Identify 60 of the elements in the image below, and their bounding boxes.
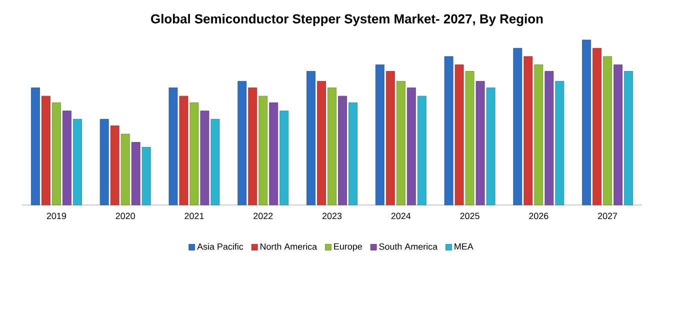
- bar: [454, 64, 464, 206]
- bar: [248, 88, 258, 206]
- bar: [534, 64, 544, 206]
- bar: [417, 96, 426, 206]
- bar: [52, 102, 61, 206]
- bar: [465, 71, 474, 206]
- bar: [396, 81, 406, 206]
- x-tick-label: 2024: [391, 212, 411, 220]
- chart-title: Global Semiconductor Stepper System Market- 2027, By Region: [151, 14, 543, 26]
- x-tick-label: 2026: [529, 212, 548, 220]
- bar: [41, 96, 50, 206]
- bar: [544, 71, 554, 206]
- bar: [524, 56, 533, 206]
- legend-label: South America: [379, 243, 438, 250]
- x-tick-label: 2021: [184, 212, 204, 220]
- bar: [200, 110, 210, 206]
- legend-label: Asia Pacific: [197, 243, 244, 250]
- bar: [406, 88, 416, 206]
- bar: [592, 48, 602, 206]
- bar: [603, 56, 612, 206]
- bar: [444, 56, 454, 206]
- bar: [210, 118, 220, 206]
- bar: [120, 134, 130, 206]
- bar: [386, 71, 395, 206]
- bar: [190, 102, 199, 206]
- bar: [513, 48, 522, 206]
- bar: [306, 71, 316, 206]
- legend-label: North America: [260, 243, 318, 250]
- bar: [555, 81, 564, 206]
- x-tick-label: 2027: [598, 212, 618, 220]
- bar: [100, 118, 109, 206]
- bar: [269, 102, 278, 206]
- bar: [131, 142, 140, 206]
- x-tick-label: 2020: [116, 212, 135, 220]
- bar: [338, 96, 347, 206]
- bar: [375, 64, 384, 206]
- x-tick-label: 2023: [322, 212, 342, 220]
- bar: [582, 40, 592, 206]
- legend-label: Europe: [334, 243, 362, 252]
- bar: [624, 71, 634, 206]
- bar: [317, 81, 326, 206]
- bar: [258, 96, 268, 206]
- x-tick-label: 2019: [46, 212, 66, 220]
- bar: [280, 110, 289, 206]
- bar: [30, 88, 40, 206]
- bar: [142, 147, 151, 206]
- legend-label: MEA: [454, 243, 474, 250]
- bar: [614, 64, 623, 206]
- bar: [328, 88, 336, 206]
- bar: [168, 88, 178, 206]
- bar: [179, 96, 188, 206]
- bar: [476, 81, 485, 206]
- x-tick-label: 2025: [460, 212, 480, 220]
- x-tick-label: 2022: [254, 212, 273, 220]
- bar: [62, 110, 72, 206]
- bar: [486, 88, 496, 206]
- bar: [72, 118, 82, 206]
- bar: [238, 81, 247, 206]
- bar: [348, 102, 358, 206]
- bar: [110, 126, 120, 206]
